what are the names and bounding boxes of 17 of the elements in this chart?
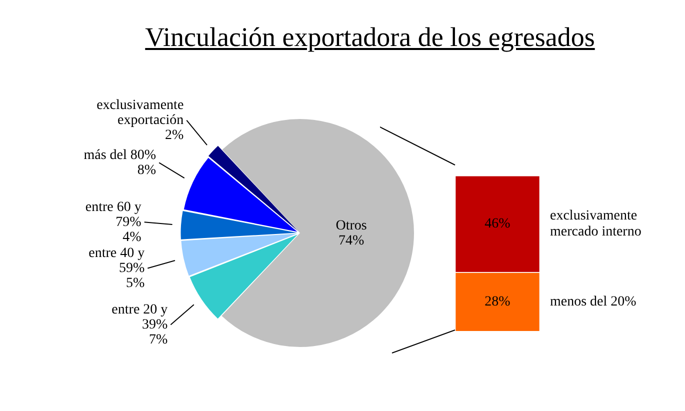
series-label: menos del 20% [550,294,637,310]
data-label: 74% [338,233,364,248]
data-label: 46% [484,216,511,232]
data-label: 8% [137,162,156,178]
slice-label: entre 40 y 59% [88,246,145,276]
slice-label: entre 20 y 39% [112,302,168,332]
chart-title: Vinculación exportadora de los egresados [144,22,596,53]
slice-label: Otros [336,218,367,234]
slice-label: exclusivamente exportación [96,98,184,128]
data-label: 28% [484,294,511,310]
slice-label: más del 80% [84,148,156,163]
data-label: 4% [122,230,142,245]
series-label: exclusivamente mercado interno [550,208,642,240]
data-label: 5% [126,276,145,291]
data-label: 2% [164,128,184,143]
slice-label: entre 60 y 79% [85,200,142,230]
data-label: 7% [149,332,168,348]
